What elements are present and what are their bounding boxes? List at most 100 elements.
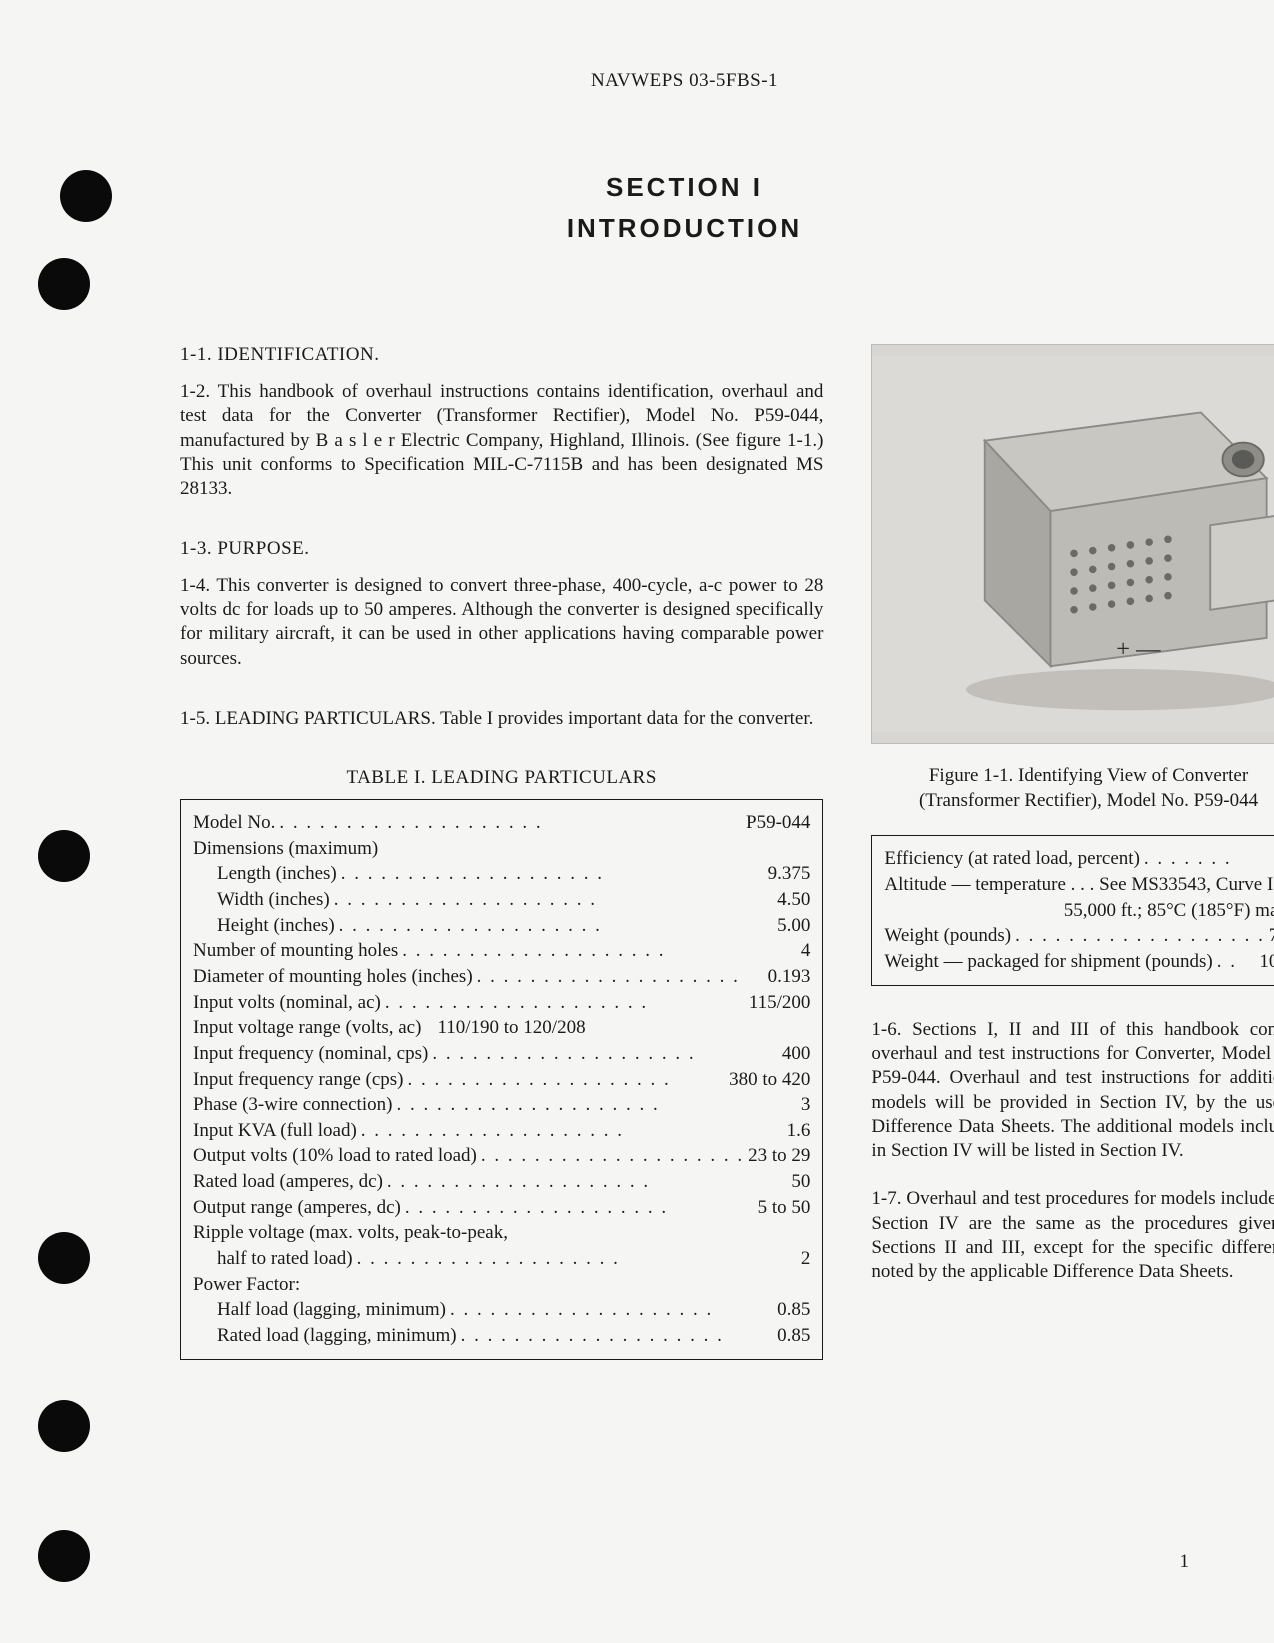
table-row: Input frequency range (cps) . . . . . . … xyxy=(193,1067,810,1093)
table-label: Model No. xyxy=(193,810,275,836)
table-label: Input volts (nominal, ac) xyxy=(193,990,381,1016)
table-label: Diameter of mounting holes (inches) xyxy=(193,964,473,990)
table-label: Half load (lagging, minimum) xyxy=(193,1297,446,1323)
table-label: Weight — packaged for shipment (pounds) xyxy=(884,949,1212,975)
table-row: Height (inches) . . . . . . . . . . . . … xyxy=(193,913,810,939)
leader-dots: . . . . . . . . . . . . . . . . . . . . xyxy=(473,964,768,990)
table-row: Diameter of mounting holes (inches) . . … xyxy=(193,964,810,990)
leader-dots: . . . . . . . . . . . . . . . . . . . . xyxy=(401,1195,758,1221)
heading-identification: 1-1. IDENTIFICATION. xyxy=(180,344,823,366)
table-1-continued: Efficiency (at rated load, percent) . . … xyxy=(871,835,1274,985)
table-value: P59-044 xyxy=(746,810,810,836)
document-id: NAVWEPS 03-5FBS-1 xyxy=(180,70,1189,92)
leader-dots: . . . . . . . . . . . . . . . . . . . . xyxy=(383,1169,792,1195)
right-column: + — Figure 1-1. Identifying View of Conv… xyxy=(871,344,1274,1360)
table-value: 5.00 xyxy=(777,913,810,939)
table-row: Length (inches) . . . . . . . . . . . . … xyxy=(193,861,810,887)
punch-hole xyxy=(38,1232,90,1284)
punch-hole xyxy=(38,1400,90,1452)
leader-dots: . . . . . . . . . . . . . . . . . . . . xyxy=(330,887,777,913)
table-value: 380 to 420 xyxy=(729,1067,810,1093)
leader-dots: . . xyxy=(1213,949,1260,975)
figure-1-1: + — xyxy=(871,344,1274,744)
page-number: 1 xyxy=(1180,1551,1190,1573)
figure-caption-line-1: Figure 1-1. Identifying View of Converte… xyxy=(929,765,1248,786)
table-value: 0.193 xyxy=(768,964,811,990)
table-value: 10.0 xyxy=(1259,949,1274,975)
table-label: Input frequency (nominal, cps) xyxy=(193,1041,428,1067)
svg-text:+ —: + — xyxy=(1117,636,1162,663)
table-row: Input voltage range (volts, ac)110/190 t… xyxy=(193,1015,810,1041)
leader-dots: . . . . . . . . . . . . . . . . . . . . xyxy=(381,990,749,1016)
table-row: Input volts (nominal, ac) . . . . . . . … xyxy=(193,990,810,1016)
leader-dots: . . . . . . . . . . . . . . . . . . . . xyxy=(337,861,768,887)
table-label: half to rated load) xyxy=(193,1246,353,1272)
section-name: INTRODUCTION xyxy=(180,213,1189,244)
table-row: Model No. . . . . . . . . . . . . . . . … xyxy=(193,810,810,836)
table-value: 1.6 xyxy=(787,1118,811,1144)
table-label: Output range (amperes, dc) xyxy=(193,1195,401,1221)
punch-hole xyxy=(60,170,112,222)
leader-dots: . . . . . . . . . . . . . . . . . . . . xyxy=(353,1246,801,1272)
table-value: 0.85 xyxy=(777,1323,810,1349)
punch-hole xyxy=(38,1530,90,1582)
table-value: 9.375 xyxy=(768,861,811,887)
table-value: 23 to 29 xyxy=(748,1143,810,1169)
leader-dots: . . . . . . . . . . . . . . . . . . . . xyxy=(392,1092,800,1118)
table-row: Phase (3-wire connection) . . . . . . . … xyxy=(193,1092,810,1118)
table-row: Width (inches) . . . . . . . . . . . . .… xyxy=(193,887,810,913)
table-row: Ripple voltage (max. volts, peak-to-peak… xyxy=(193,1220,810,1246)
left-column: 1-1. IDENTIFICATION. 1-2. This handbook … xyxy=(180,344,823,1360)
table-label: Length (inches) xyxy=(193,861,337,887)
table-row: Weight — packaged for shipment (pounds) … xyxy=(884,949,1274,975)
paragraph-1-7: 1-7. Overhaul and test procedures for mo… xyxy=(871,1187,1274,1284)
table-value: 115/200 xyxy=(749,990,811,1016)
punch-hole xyxy=(38,830,90,882)
table-label: Rated load (amperes, dc) xyxy=(193,1169,383,1195)
table-row: 55,000 ft.; 85°C (185°F) max. xyxy=(884,898,1274,924)
punch-hole xyxy=(38,258,90,310)
leader-dots: . . . . . . . . . . . . . . . . . . . . xyxy=(335,913,778,939)
paragraph-1-2: 1-2. This handbook of overhaul instructi… xyxy=(180,380,823,502)
table-row: Power Factor: xyxy=(193,1272,810,1298)
table-1-caption: TABLE I. LEADING PARTICULARS xyxy=(180,767,823,789)
table-label: Rated load (lagging, minimum) xyxy=(193,1323,457,1349)
table-row: Half load (lagging, minimum) . . . . . .… xyxy=(193,1297,810,1323)
table-row: Efficiency (at rated load, percent) . . … xyxy=(884,846,1274,872)
table-value: 400 xyxy=(782,1041,811,1067)
table-row: Input KVA (full load) . . . . . . . . . … xyxy=(193,1118,810,1144)
table-row: Rated load (lagging, minimum) . . . . . … xyxy=(193,1323,810,1349)
table-value: 0.85 xyxy=(777,1297,810,1323)
table-row: Rated load (amperes, dc) . . . . . . . .… xyxy=(193,1169,810,1195)
table-value: 7.9 xyxy=(1269,923,1274,949)
converter-illustration-svg: + — xyxy=(872,345,1274,743)
table-value: 2 xyxy=(801,1246,811,1272)
paragraph-1-4: 1-4. This converter is designed to conve… xyxy=(180,574,823,671)
heading-purpose: 1-3. PURPOSE. xyxy=(180,538,823,560)
table-value: 3 xyxy=(801,1092,811,1118)
table-row: Altitude — temperature . . . See MS33543… xyxy=(884,872,1274,898)
table-label: Height (inches) xyxy=(193,913,335,939)
leader-dots: . . . . . . . . . . . . . . . . . . . . xyxy=(403,1067,729,1093)
table-row: Dimensions (maximum) xyxy=(193,836,810,862)
paragraph-1-5: 1-5. LEADING PARTICULARS. Table I provid… xyxy=(180,707,823,731)
table-row: Input frequency (nominal, cps) . . . . .… xyxy=(193,1041,810,1067)
table-row: Output volts (10% load to rated load) . … xyxy=(193,1143,810,1169)
paragraph-1-6: 1-6. Sections I, II and III of this hand… xyxy=(871,1018,1274,1164)
table-row: Number of mounting holes . . . . . . . .… xyxy=(193,938,810,964)
table-value: 4.50 xyxy=(777,887,810,913)
table-label: Number of mounting holes xyxy=(193,938,398,964)
table-row: half to rated load) . . . . . . . . . . … xyxy=(193,1246,810,1272)
section-label: SECTION I xyxy=(180,172,1189,203)
table-value: 4 xyxy=(801,938,811,964)
table-label: Phase (3-wire connection) xyxy=(193,1092,392,1118)
figure-1-1-caption: Figure 1-1. Identifying View of Converte… xyxy=(871,764,1274,813)
leader-dots: . . . . . . . . . . . . . . . . . . . xyxy=(1011,923,1269,949)
leader-dots: . . . . . . . . . . . . . . . . . . . . xyxy=(357,1118,787,1144)
leader-dots: . . . . . . . . . . . . . . . . . . . . xyxy=(275,810,746,836)
table-value: 5 to 50 xyxy=(758,1195,811,1221)
table-label: Width (inches) xyxy=(193,887,330,913)
table-1: Model No. . . . . . . . . . . . . . . . … xyxy=(180,799,823,1359)
two-column-layout: 1-1. IDENTIFICATION. 1-2. This handbook … xyxy=(180,344,1189,1360)
leader-dots: . . . . . . . . . . . . . . . . . . . . xyxy=(457,1323,778,1349)
